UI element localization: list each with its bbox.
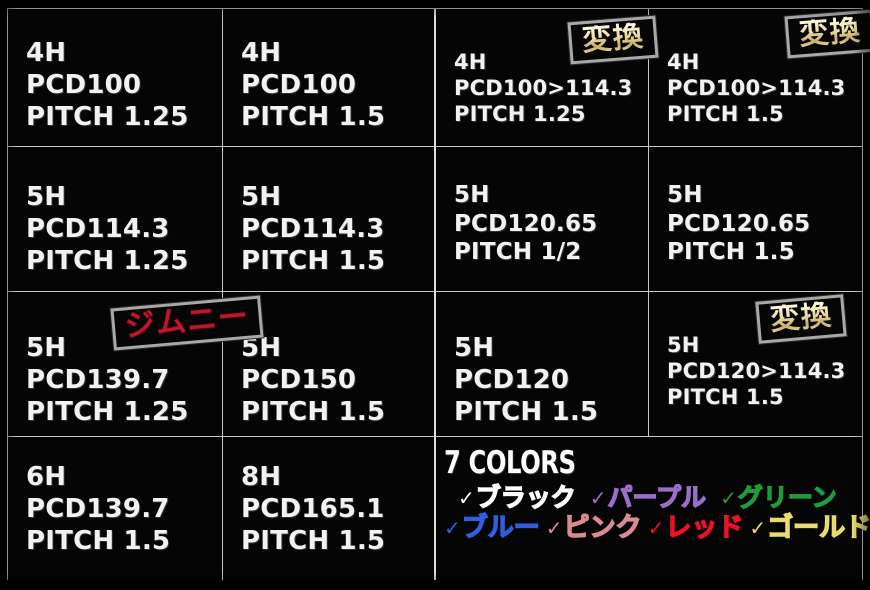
check-icon: ✓ xyxy=(458,485,475,510)
pitch-label: PITCH 1.5 xyxy=(241,102,386,133)
pitch-label: PITCH 1.5 xyxy=(667,102,784,127)
holes-label: 5H xyxy=(241,182,282,212)
spec-text-6: 5H PCD114.3 PITCH 1.5 xyxy=(241,181,385,278)
spec-cell-7[interactable]: 5H PCD120.65 PITCH 1/2 xyxy=(436,147,649,292)
holes-label: 5H xyxy=(454,333,495,363)
pitch-label: PITCH 1.5 xyxy=(241,246,386,277)
spec-text-10: 5H PCD150 PITCH 1.5 xyxy=(241,332,385,429)
pcd-label: PCD139.7 xyxy=(26,494,170,525)
pitch-label: PITCH 1.5 xyxy=(26,526,171,557)
color-name: ゴールド xyxy=(766,513,870,544)
conversion-badge-label: 変換 xyxy=(768,297,834,338)
holes-label: 4H xyxy=(26,38,67,68)
pcd-label: PCD114.3 xyxy=(241,214,385,245)
spec-cell-1[interactable]: 4H PCD100 PITCH 1.25 xyxy=(8,9,223,147)
pcd-label: PCD120.65 xyxy=(454,210,598,237)
colors-row-1: ✓ ブラック ✓ パープル ✓ グリーン xyxy=(442,482,858,513)
holes-label: 6H xyxy=(26,462,67,492)
conversion-badge-label: 変換 xyxy=(580,18,646,59)
pcd-label: PCD150 xyxy=(241,365,357,396)
pcd-label: PCD139.7 xyxy=(26,365,170,396)
pcd-label: PCD114.3 xyxy=(26,214,170,245)
check-icon: ✓ xyxy=(720,485,737,510)
color-option-black[interactable]: ✓ ブラック xyxy=(458,482,576,513)
colors-panel-title: 7 COLORS xyxy=(444,445,576,481)
pcd-label: PCD120>114.3 xyxy=(667,359,846,384)
color-option-purple[interactable]: ✓ パープル xyxy=(589,482,707,513)
spec-cell-8[interactable]: 5H PCD120.65 PITCH 1.5 xyxy=(649,147,862,292)
pitch-label: PITCH 1.25 xyxy=(26,102,189,133)
holes-label: 5H xyxy=(667,182,703,208)
pitch-label: PITCH 1.25 xyxy=(26,397,189,428)
check-icon: ✓ xyxy=(589,485,607,510)
color-option-pink[interactable]: ✓ ピンク xyxy=(545,513,642,544)
conversion-badge: 変換 xyxy=(567,15,659,65)
spec-cell-3[interactable]: 変換 4H PCD100>114.3 PITCH 1.25 xyxy=(436,9,659,147)
spec-text-5: 5H PCD114.3 PITCH 1.25 xyxy=(26,181,189,278)
color-name: レッド xyxy=(665,513,744,544)
pitch-label: PITCH 1.25 xyxy=(26,246,189,277)
spec-cell-5[interactable]: 5H PCD114.3 PITCH 1.25 xyxy=(8,147,223,292)
pcd-label: PCD100>114.3 xyxy=(454,76,633,101)
color-name: ピンク xyxy=(563,513,642,544)
color-name: ブラック xyxy=(475,482,576,512)
colors-panel: 7 COLORS ✓ ブラック ✓ パープル ✓ グリーン xyxy=(436,437,870,580)
pcd-label: PCD165.1 xyxy=(241,494,385,525)
check-icon: ✓ xyxy=(444,516,461,541)
pcd-label: PCD100 xyxy=(241,70,357,101)
color-option-green[interactable]: ✓ グリーン xyxy=(720,482,837,513)
check-icon: ✓ xyxy=(647,516,665,541)
jimny-badge-label: ジムニー xyxy=(123,298,251,345)
spec-text-9: 5H PCD139.7 PITCH 1.25 xyxy=(26,332,189,429)
pitch-label: PITCH 1/2 xyxy=(454,239,582,266)
color-option-gold[interactable]: ✓ ゴールド xyxy=(749,513,870,544)
conversion-badge: 変換 xyxy=(755,294,847,344)
spec-text-13: 6H PCD139.7 PITCH 1.5 xyxy=(26,461,170,558)
spec-text-11: 5H PCD120 PITCH 1.5 xyxy=(454,332,598,429)
holes-label: 4H xyxy=(241,38,282,68)
check-icon: ✓ xyxy=(545,516,563,541)
color-name: パープル xyxy=(607,482,707,512)
conversion-badge-label: 変換 xyxy=(797,12,863,53)
spec-text-8: 5H PCD120.65 PITCH 1.5 xyxy=(667,181,810,267)
pitch-label: PITCH 1.5 xyxy=(241,526,386,557)
color-option-red[interactable]: ✓ レッド xyxy=(647,513,744,544)
holes-label: 5H xyxy=(26,182,67,212)
pitch-label: PITCH 1.5 xyxy=(667,239,795,266)
pcd-label: PCD120 xyxy=(454,365,570,396)
spec-cell-13[interactable]: 6H PCD139.7 PITCH 1.5 xyxy=(8,437,223,580)
conversion-badge: 変換 xyxy=(784,9,870,59)
pitch-label: PITCH 1.5 xyxy=(667,385,784,410)
pcd-label: PCD120.65 xyxy=(667,210,811,237)
pitch-label: PITCH 1.5 xyxy=(241,397,386,428)
spec-cell-6[interactable]: 5H PCD114.3 PITCH 1.5 xyxy=(223,147,436,292)
spec-grid: 4H PCD100 PITCH 1.25 4H PCD100 PITCH 1.5… xyxy=(7,8,870,580)
spec-cell-12[interactable]: 変換 5H PCD120>114.3 PITCH 1.5 xyxy=(649,292,862,437)
color-name: ブルー xyxy=(461,513,540,544)
spec-cell-4[interactable]: 変換 4H PCD100>114.3 PITCH 1.5 xyxy=(649,9,870,147)
color-option-blue[interactable]: ✓ ブルー xyxy=(444,513,540,544)
holes-label: 8H xyxy=(241,462,282,492)
check-icon: ✓ xyxy=(749,516,767,541)
colors-row-2: ✓ ブルー ✓ ピンク ✓ レッド ✓ ゴールド xyxy=(442,513,870,544)
spec-text-7: 5H PCD120.65 PITCH 1/2 xyxy=(454,181,597,267)
pcd-label: PCD100>114.3 xyxy=(667,76,846,101)
spec-text-14: 8H PCD165.1 PITCH 1.5 xyxy=(241,461,385,558)
pitch-label: PITCH 1.25 xyxy=(454,102,586,127)
spec-cell-9[interactable]: ジムニー 5H PCD139.7 PITCH 1.25 xyxy=(8,292,264,437)
color-name: グリーン xyxy=(737,482,837,512)
spec-text-2: 4H PCD100 PITCH 1.5 xyxy=(241,37,385,134)
spec-text-1: 4H PCD100 PITCH 1.25 xyxy=(26,37,189,134)
spec-cell-14[interactable]: 8H PCD165.1 PITCH 1.5 xyxy=(223,437,436,580)
spec-cell-11[interactable]: 5H PCD120 PITCH 1.5 xyxy=(436,292,649,437)
pitch-label: PITCH 1.5 xyxy=(454,397,599,428)
spec-text-4: 4H PCD100>114.3 PITCH 1.5 xyxy=(667,49,846,127)
colors-panel-cell[interactable]: 7 COLORS ✓ ブラック ✓ パープル ✓ グリーン xyxy=(436,437,870,580)
spec-cell-2[interactable]: 4H PCD100 PITCH 1.5 xyxy=(223,9,436,147)
spec-text-12: 5H PCD120>114.3 PITCH 1.5 xyxy=(667,332,846,410)
pcd-label: PCD100 xyxy=(26,70,142,101)
holes-label: 5H xyxy=(454,182,490,208)
